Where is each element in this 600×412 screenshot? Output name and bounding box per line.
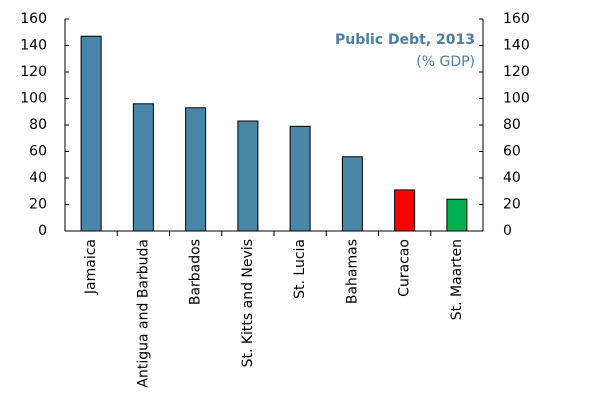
chart-subtitle: (% GDP) [416, 54, 475, 70]
y-tick-label: 0 [38, 223, 47, 239]
y2-tick-label: 140 [503, 38, 530, 54]
bar [446, 198, 468, 232]
y-tick-label: 60 [29, 144, 47, 160]
y2-tick-label: 160 [503, 11, 530, 27]
bar [394, 189, 416, 232]
x-tick-label: St. Lucia [292, 239, 308, 299]
y2-tick-label: 80 [503, 117, 521, 133]
bar [289, 125, 311, 232]
x-tick-label: Antigua and Barbuda [135, 239, 151, 388]
y-tick-label: 20 [29, 197, 47, 213]
x-tick-label: Curacao [397, 239, 413, 297]
y-tick-label: 140 [20, 38, 47, 54]
y-tick-label: 40 [29, 170, 47, 186]
y2-tick-label: 60 [503, 144, 521, 160]
x-tick-label: Jamaica [83, 239, 99, 295]
y-tick-label: 100 [20, 91, 47, 107]
y2-tick-label: 120 [503, 64, 530, 80]
bar [80, 35, 102, 232]
bar [185, 107, 207, 232]
x-tick-label: St. Maarten [449, 239, 465, 320]
y2-tick-label: 100 [503, 91, 530, 107]
x-tick-label: Barbados [188, 239, 204, 305]
y-tick-label: 80 [29, 117, 47, 133]
bar [341, 156, 363, 232]
chart-title: Public Debt, 2013 [335, 32, 475, 48]
bar [237, 120, 259, 232]
y2-tick-label: 20 [503, 197, 521, 213]
bar [132, 103, 154, 232]
y-tick-label: 160 [20, 11, 47, 27]
y2-tick-label: 40 [503, 170, 521, 186]
x-tick-label: St. Kitts and Nevis [240, 239, 256, 367]
x-tick-label: Bahamas [344, 239, 360, 304]
y-tick-label: 120 [20, 64, 47, 80]
y2-tick-label: 0 [503, 223, 512, 239]
